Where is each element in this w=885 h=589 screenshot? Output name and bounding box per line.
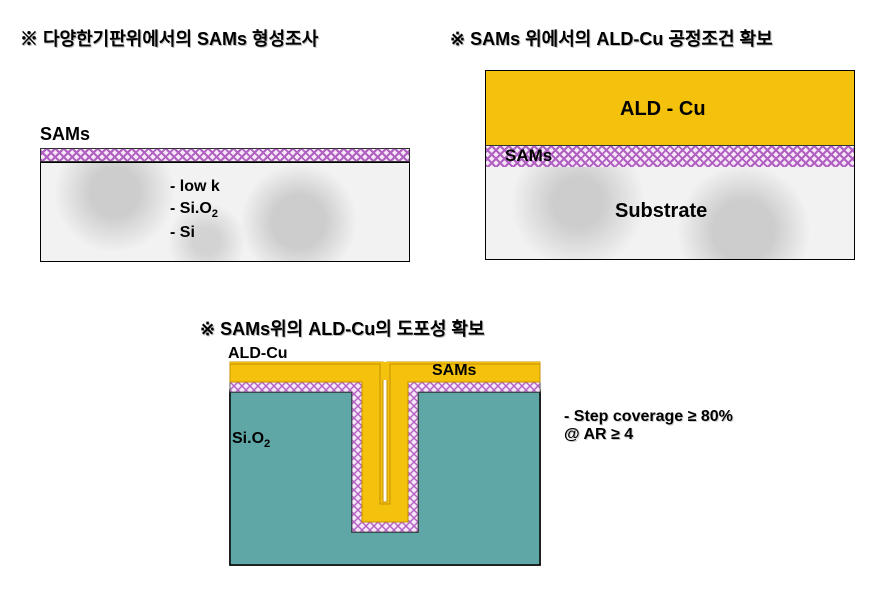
- sams-label-right: SAMs: [505, 146, 552, 166]
- title-bottom: ※ SAMs위의 ALD-Cu의 도포성 확보: [200, 315, 485, 341]
- bullet-2: - Si.O2: [170, 198, 220, 222]
- bullet-3: - Si: [170, 222, 220, 244]
- title-right: ※ SAMs 위에서의 ALD-Cu 공정조건 확보: [450, 25, 773, 51]
- bullet-list-left: - low k - Si.O2 - Si: [170, 176, 220, 243]
- ald-cu-label-bottom: ALD-Cu: [228, 345, 288, 363]
- title-left: ※ 다양한기판위에서의 SAMs 형성조사: [20, 25, 318, 51]
- ald-cu-label-right: ALD - Cu: [620, 98, 706, 121]
- bullet-1: - low k: [170, 176, 220, 198]
- left-substrate-box: [40, 162, 410, 262]
- step-coverage-text: - Step coverage ≥ 80% @ AR ≥ 4: [564, 408, 733, 444]
- sams-label-left: SAMs: [40, 124, 90, 145]
- sio2-label-bottom: Si.O2: [232, 430, 270, 450]
- substrate-label-right: Substrate: [615, 200, 707, 223]
- trench-diagram-clean: [190, 350, 590, 580]
- sams-label-bottom: SAMs: [432, 362, 476, 380]
- left-sams-layer: [40, 148, 410, 162]
